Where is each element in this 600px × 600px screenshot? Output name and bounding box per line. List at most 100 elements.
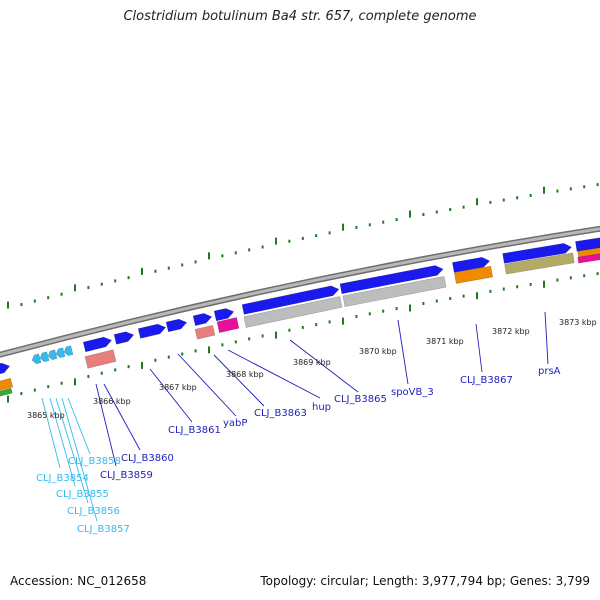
inner-tick	[516, 285, 519, 289]
inner-tick	[556, 278, 559, 282]
rrna-gray-1	[243, 296, 343, 328]
gene-prsa	[575, 237, 600, 252]
kbp-label: 3870 kbp	[359, 347, 397, 356]
leader-line	[41, 397, 61, 469]
outer-tick	[141, 267, 143, 275]
outer-tick	[221, 254, 224, 258]
outer-tick	[382, 220, 385, 224]
gene-clj-b3856-shape	[47, 349, 58, 361]
rna-pink-shape	[216, 317, 240, 333]
gene-label-clj-b3858[interactable]: CLJ_B3858	[68, 456, 121, 467]
rna-khaki-shape	[504, 252, 575, 275]
outer-tick	[87, 285, 90, 289]
rna-green-left	[0, 387, 13, 400]
leader-line	[95, 383, 117, 467]
gene-features	[0, 237, 600, 400]
kbp-label: 3873 kbp	[559, 318, 597, 327]
gene-clj-b3854	[31, 353, 42, 365]
inner-tick	[154, 358, 157, 362]
outer-tick	[7, 301, 9, 309]
outer-tick	[422, 212, 425, 216]
inner-tick	[114, 368, 117, 372]
gene-clj-b3860-shape	[113, 331, 135, 345]
rna-salmon-2	[194, 325, 216, 340]
inner-tick	[529, 282, 532, 286]
inner-tick	[449, 297, 452, 301]
gene-label-prsa[interactable]: prsA	[538, 366, 561, 377]
outer-tick	[261, 245, 264, 249]
outer-tick	[33, 299, 36, 303]
rna-green-left-shape	[0, 387, 13, 400]
outer-tick	[275, 237, 277, 245]
inner-tick	[328, 320, 331, 324]
outer-tick	[234, 251, 237, 255]
rna-salmon-2-shape	[194, 325, 216, 340]
outer-tick	[395, 218, 398, 222]
accession-text: Accession: NC_012658	[10, 574, 147, 588]
leader-line	[103, 383, 141, 451]
gene-label-clj-b3857[interactable]: CLJ_B3857	[77, 524, 130, 535]
outer-tick	[114, 279, 117, 283]
outer-tick	[476, 198, 478, 206]
gene-yabp-shape	[165, 318, 188, 333]
outer-tick	[328, 231, 331, 235]
gene-label-clj-b3863[interactable]: CLJ_B3863	[254, 408, 307, 419]
gene-label-clj-b3856[interactable]: CLJ_B3856	[67, 506, 120, 517]
gene-hup-shape	[241, 285, 340, 315]
rna-pink-right-shape	[577, 251, 600, 264]
gene-clj-b3867	[502, 243, 573, 264]
inner-tick	[301, 325, 304, 329]
gene-label-hup[interactable]: hup	[312, 402, 331, 413]
inner-tick	[476, 292, 478, 300]
gene-label-clj-b3855[interactable]: CLJ_B3855	[56, 489, 109, 500]
inner-tick	[462, 294, 465, 298]
rna-orange-right-shape	[577, 245, 600, 258]
outer-tick	[342, 223, 344, 231]
gene-partial-left	[0, 362, 11, 377]
outer-tick	[596, 183, 599, 187]
inner-tick	[288, 328, 291, 332]
outer-tick	[74, 284, 76, 292]
gene-label-spovb-3[interactable]: spoVB_3	[391, 387, 434, 398]
rna-orange-left-shape	[0, 377, 14, 393]
gene-clj-b3859	[82, 336, 113, 353]
gene-hup	[241, 285, 340, 315]
inner-tick	[20, 392, 23, 396]
gene-clj-b3855	[39, 351, 50, 363]
inner-tick	[435, 299, 438, 303]
outer-tick	[288, 239, 291, 243]
outer-tick	[194, 260, 197, 264]
gene-label-clj-b3861[interactable]: CLJ_B3861	[168, 425, 221, 436]
gene-clj-b3861	[137, 323, 167, 339]
gene-spovb-3	[452, 256, 491, 273]
outer-tick	[154, 269, 157, 273]
rna-orange	[453, 265, 494, 284]
inner-tick	[275, 331, 277, 339]
outer-tick	[435, 210, 438, 214]
inner-tick	[489, 289, 492, 293]
gene-label-clj-b3865[interactable]: CLJ_B3865	[334, 394, 387, 405]
kbp-label: 3866 kbp	[93, 397, 131, 406]
rna-pink	[216, 317, 240, 333]
gene-clj-b3863	[213, 308, 235, 322]
rna-pink-right	[577, 251, 600, 264]
outer-tick	[516, 196, 519, 200]
outer-tick	[543, 186, 545, 194]
inner-tick	[100, 371, 103, 375]
genome-backbone	[0, 225, 600, 358]
outer-tick	[569, 187, 572, 191]
inner-tick	[141, 361, 143, 369]
gene-prsa-shape	[575, 237, 600, 252]
gene-label-clj-b3867[interactable]: CLJ_B3867	[460, 375, 513, 386]
leader-line	[61, 397, 98, 522]
gene-clj-b3859-shape	[82, 336, 113, 353]
outer-tick	[462, 205, 465, 209]
gene-label-clj-b3859[interactable]: CLJ_B3859	[100, 470, 153, 481]
gene-label-clj-b3854[interactable]: CLJ_B3854	[36, 473, 89, 484]
gene-clj-b3858	[63, 345, 74, 356]
outer-tick	[315, 234, 318, 238]
gene-label-yabp[interactable]: yabP	[223, 418, 247, 429]
gene-label-clj-b3860[interactable]: CLJ_B3860	[121, 453, 174, 464]
